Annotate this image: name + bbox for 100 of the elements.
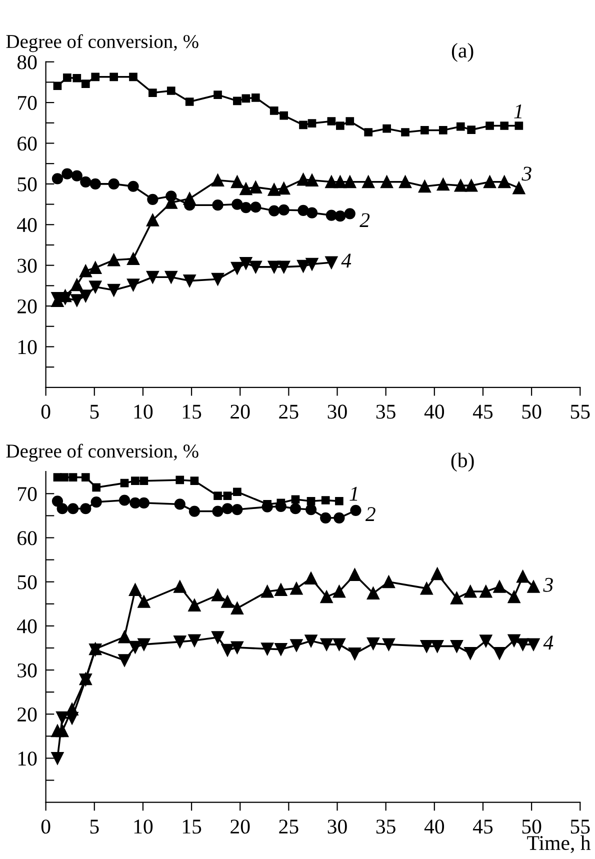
point [80, 176, 92, 188]
point [232, 198, 243, 210]
point [332, 585, 346, 598]
point [493, 647, 506, 660]
point [91, 72, 100, 82]
point [334, 210, 346, 222]
chart-title: (a) [452, 42, 474, 62]
point [290, 503, 302, 514]
x-tick-label: 45 [472, 820, 493, 834]
point [230, 176, 244, 188]
point [516, 638, 530, 651]
point [321, 496, 330, 504]
point [212, 631, 224, 644]
point [130, 497, 141, 508]
point [108, 178, 120, 190]
point [118, 630, 131, 644]
point [52, 173, 64, 184]
point [291, 495, 300, 504]
point [335, 496, 344, 506]
point [126, 252, 140, 266]
y-tick-label: 70 [18, 487, 37, 502]
point [146, 270, 159, 284]
point [66, 712, 78, 724]
annotation: 2 [365, 507, 376, 521]
point [278, 260, 290, 274]
point [270, 106, 278, 115]
x-tick-label: 30 [328, 404, 347, 419]
point [464, 647, 477, 660]
point [233, 96, 242, 106]
point [332, 638, 346, 651]
y-tick-label: 20 [18, 707, 37, 722]
point [486, 122, 494, 130]
point [230, 602, 244, 615]
point [63, 74, 72, 82]
point [306, 207, 318, 218]
point [508, 590, 520, 604]
point [268, 183, 280, 196]
point [190, 476, 199, 486]
point [92, 483, 100, 492]
point [467, 126, 476, 134]
point [138, 638, 150, 651]
point [465, 179, 478, 192]
point [128, 584, 142, 596]
point [399, 176, 412, 188]
point [500, 122, 509, 130]
point [56, 503, 68, 514]
point [81, 80, 90, 88]
point [362, 176, 375, 188]
point [166, 86, 176, 95]
point [240, 257, 252, 270]
point [327, 117, 336, 126]
point [450, 592, 463, 604]
point [70, 294, 84, 307]
point [304, 572, 318, 585]
y-tick-label: 60 [18, 136, 37, 151]
point [81, 473, 90, 482]
point [176, 476, 184, 484]
point [250, 202, 262, 213]
point [183, 192, 196, 205]
point [222, 503, 234, 514]
point [62, 168, 73, 180]
point [480, 634, 492, 648]
point [164, 270, 178, 284]
point [70, 278, 84, 292]
point [305, 504, 317, 516]
point [278, 182, 290, 195]
y-axis-title: Degree of conversion, % [6, 444, 198, 462]
point [366, 637, 380, 650]
x-tick-label: 20 [230, 404, 250, 419]
point [212, 506, 224, 517]
y-axis-title: Degree of conversion, % [6, 34, 198, 52]
point [306, 174, 318, 187]
point [242, 94, 250, 103]
point [148, 88, 157, 97]
point [188, 634, 201, 647]
x-tick-label: 10 [134, 404, 153, 419]
point [438, 126, 448, 134]
x-tick-label: 10 [134, 820, 153, 834]
point [480, 585, 492, 598]
y-tick-label: 50 [18, 575, 37, 590]
annotation: 3 [522, 166, 532, 181]
point [512, 182, 526, 194]
point [72, 74, 82, 82]
annotation: 2 [360, 213, 370, 227]
point [306, 258, 318, 270]
point [304, 634, 318, 648]
point [334, 176, 346, 188]
point [493, 580, 506, 593]
point [290, 639, 303, 652]
y-tick-label: 80 [17, 55, 37, 70]
point [129, 72, 138, 82]
point [484, 176, 496, 188]
point [212, 272, 224, 286]
point [382, 576, 395, 588]
point [382, 124, 391, 133]
point [89, 280, 102, 294]
point [223, 492, 232, 500]
point [232, 504, 243, 516]
annotation: 1 [514, 104, 522, 118]
y-tick-label: 40 [17, 218, 37, 232]
